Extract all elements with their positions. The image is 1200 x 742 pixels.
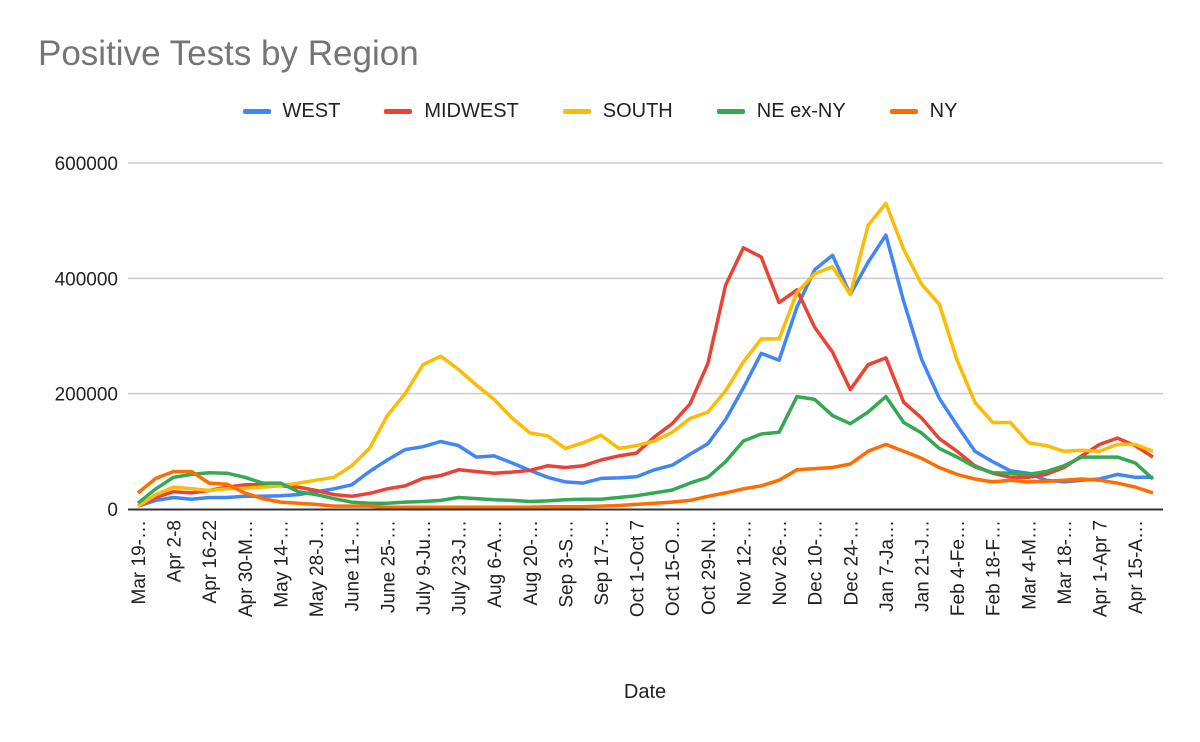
x-tick-label: Oct 1-Oct 7	[628, 520, 649, 617]
x-tick-label: Mar 19-…	[129, 520, 150, 604]
legend-item-ne-ex-ny[interactable]: NE ex-NY	[716, 100, 846, 123]
series-line-ny	[136, 442, 1154, 510]
x-tick-label: Apr 2-8	[165, 520, 186, 582]
legend-swatch	[384, 109, 413, 114]
y-tick-label: 0	[107, 500, 118, 521]
x-tick-label: July 23-J…	[450, 520, 471, 615]
x-tick-label: Mar 18-…	[1055, 520, 1076, 604]
legend: WEST MIDWEST SOUTH NE ex-NY NY	[0, 100, 1200, 123]
x-tick-label: Nov 12-…	[734, 520, 755, 606]
legend-swatch	[716, 109, 745, 114]
legend-label: MIDWEST	[424, 100, 519, 122]
y-tick-label: 200000	[55, 385, 118, 406]
x-tick-label: Jan 7-Ja…	[877, 520, 898, 612]
x-tick-label: Aug 20-…	[521, 520, 542, 606]
x-tick-label: May 14-…	[271, 520, 292, 608]
legend-swatch	[889, 109, 918, 114]
x-tick-label: May 28-J…	[307, 520, 328, 617]
series-line-south	[137, 201, 1154, 508]
x-tick-label: July 9-Ju…	[414, 520, 435, 615]
y-tick-label: 400000	[55, 269, 118, 290]
legend-item-ny[interactable]: NY	[889, 100, 958, 123]
x-tick-label: Jan 21-J…	[913, 520, 934, 612]
x-tick-label: Apr 15-A…	[1126, 520, 1147, 614]
legend-item-south[interactable]: SOUTH	[562, 100, 673, 123]
legend-swatch	[562, 109, 591, 114]
series-line-west	[137, 233, 1153, 508]
x-tick-label: Sep 3-S…	[556, 520, 577, 608]
x-tick-label: Mar 4-M…	[1019, 520, 1040, 610]
legend-item-midwest[interactable]: MIDWEST	[384, 100, 519, 123]
x-tick-label: Feb 18-F…	[984, 520, 1005, 616]
legend-label: SOUTH	[602, 100, 673, 122]
legend-label: WEST	[282, 100, 341, 122]
x-tick-label: Dec 24-…	[841, 520, 862, 606]
legend-label: NY	[929, 100, 958, 122]
x-tick-label: Apr 30-M…	[236, 520, 257, 617]
legend-item-west[interactable]: WEST	[242, 100, 341, 123]
x-tick-label: June 11-…	[343, 520, 364, 612]
x-tick-label: Dec 10-…	[806, 520, 827, 606]
legend-swatch	[242, 109, 271, 114]
x-tick-label: Apr 1-Apr 7	[1091, 520, 1112, 617]
x-tick-label: Feb 4-Fe…	[948, 520, 969, 616]
x-axis-title: Date	[624, 681, 666, 703]
x-tick-label: Sep 17-…	[592, 520, 613, 606]
x-tick-label: June 25-…	[378, 520, 399, 613]
legend-label: NE ex-NY	[756, 100, 846, 122]
x-tick-label: Aug 6-A…	[485, 520, 506, 608]
x-tick-label: Oct 15-O…	[663, 520, 684, 616]
x-tick-label: Nov 26-…	[770, 520, 791, 606]
chart-title: Positive Tests by Region	[38, 34, 419, 73]
series-line-ne-ex-ny	[136, 394, 1155, 505]
x-tick-label: Oct 29-N…	[699, 520, 720, 615]
y-tick-label: 600000	[55, 154, 118, 175]
x-tick-label: Apr 16-22	[200, 520, 221, 603]
